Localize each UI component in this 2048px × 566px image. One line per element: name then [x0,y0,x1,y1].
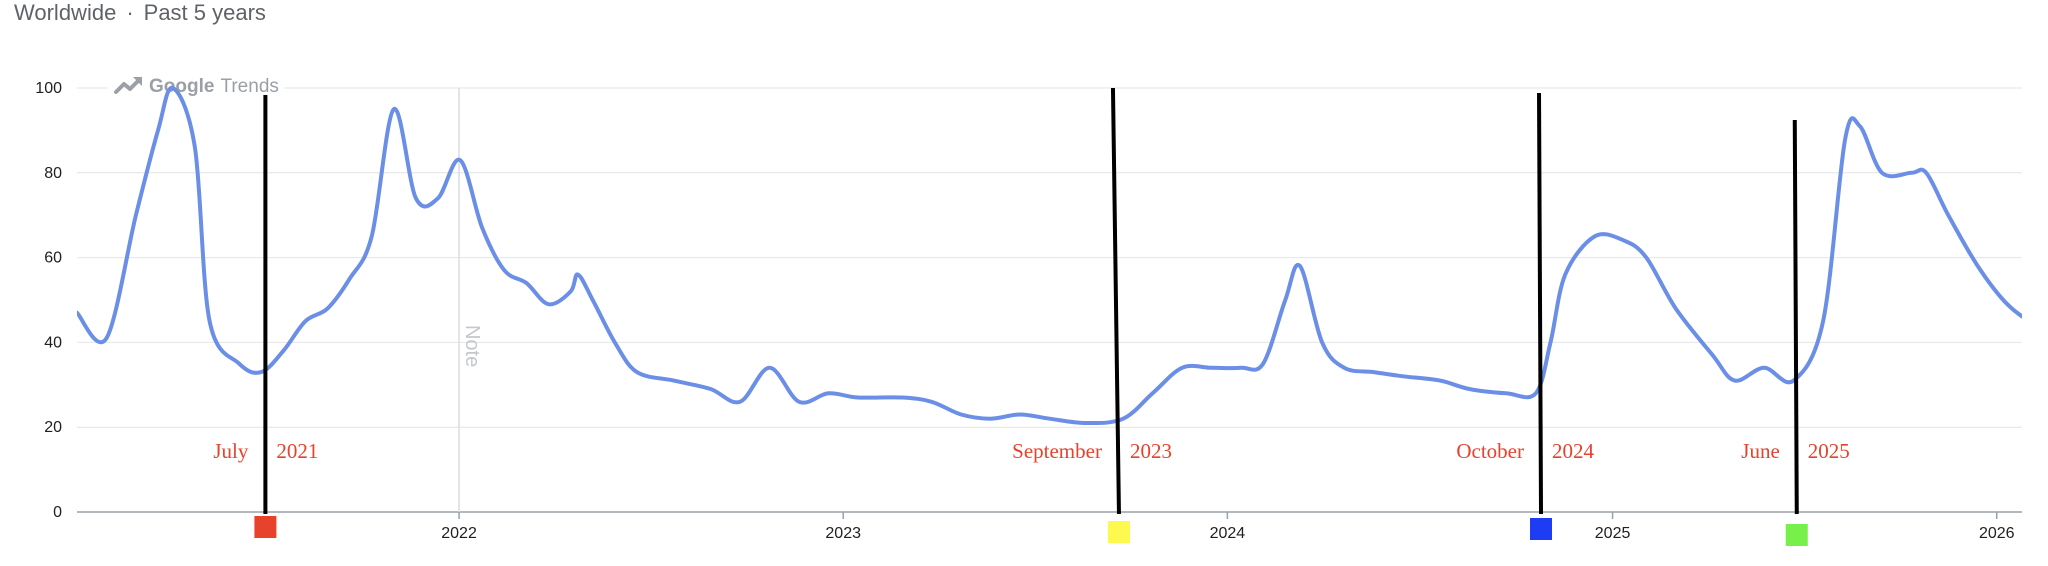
y-tick-label: 40 [44,334,62,351]
x-tick-label: 2026 [1979,525,2015,542]
grid [77,87,2022,513]
annotation-year: 2025 [1808,439,1850,463]
blue-square-icon [1530,518,1553,540]
region-label: Worldwide [14,0,117,25]
series [77,85,2022,426]
annotation-october-2024: October 2024 [1456,92,1595,540]
annotation-year: 2023 [1130,439,1172,463]
y-tick-label: 20 [44,419,62,436]
annotation-month: October [1456,439,1524,463]
watermark-brand: Google [149,76,214,97]
note-marker: Note [458,88,483,512]
y-tick-label: 100 [35,80,62,97]
y-tick-label: 80 [44,165,62,182]
trending-up-arrowhead [133,77,142,86]
annotation-line [1792,119,1799,515]
annotations: July 2021 September 2023 October 2024 June 2025 [213,87,1850,546]
annotation-month: September [1012,439,1102,463]
annotation-july-2021: July 2021 [213,95,318,538]
annotation-line [1537,92,1544,515]
watermark-product: Trends [220,76,278,97]
period-label: Past 5 years [143,0,266,25]
green-square-icon [1785,524,1808,546]
chart-subtitle: Worldwide · Past 5 years [14,0,266,26]
red-square-icon [254,516,277,538]
x-axis-ticks: 2022 2023 2024 2025 2026 [441,512,2015,542]
x-tick-label: 2022 [441,525,477,542]
trending-up-icon [114,77,142,94]
yellow-square-icon [1107,521,1130,543]
y-tick-label: 0 [53,504,62,521]
annotation-year: 2024 [1552,439,1595,463]
x-tick-label: 2023 [825,525,861,542]
annotation-year: 2021 [276,439,318,463]
google-trends-watermark: Google Trends [108,70,284,100]
annotation-month: July [213,439,249,463]
x-tick-label: 2024 [1210,525,1246,542]
series-line [77,85,2022,426]
watermark-backdrop [108,70,284,100]
note-label: Note [461,325,483,367]
x-tick-label: 2025 [1595,525,1631,542]
y-axis-ticks: 0 20 40 60 80 100 [35,80,62,521]
subtitle-separator: · [126,0,134,25]
annotation-line [1110,87,1121,515]
y-tick-label: 60 [44,250,62,267]
annotation-september-2023: September 2023 [1012,87,1172,543]
annotation-june-2025: June 2025 [1741,119,1850,546]
annotation-month: June [1741,439,1780,463]
